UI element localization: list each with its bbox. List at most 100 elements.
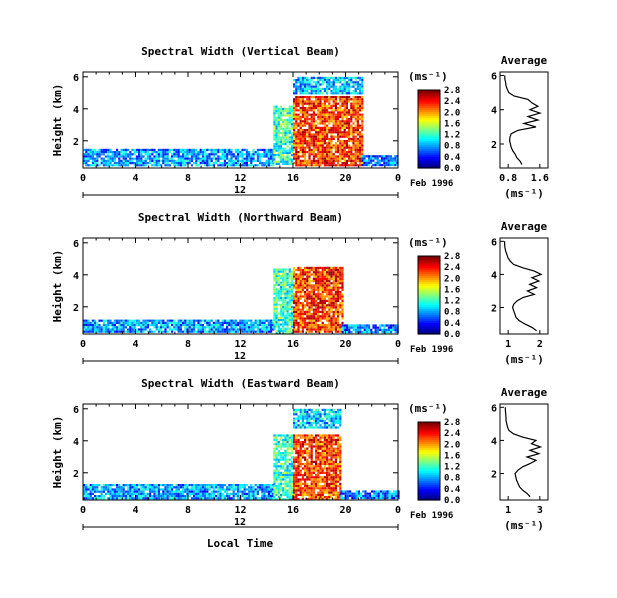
heatmap-cell bbox=[237, 321, 240, 324]
heatmap-cell bbox=[317, 282, 320, 285]
heatmap-cell bbox=[332, 491, 335, 494]
heatmap-cell bbox=[346, 331, 349, 334]
heatmap-cell bbox=[177, 159, 180, 162]
heatmap-cell bbox=[282, 434, 285, 437]
heatmap-cell bbox=[326, 120, 329, 123]
heatmap-cell bbox=[326, 306, 329, 309]
heatmap-cell bbox=[149, 157, 152, 160]
heatmap-cell bbox=[304, 474, 307, 477]
heatmap-cell bbox=[328, 282, 331, 285]
heatmap-cell bbox=[343, 142, 346, 145]
heatmap-cell bbox=[297, 480, 300, 483]
heatmap-cell bbox=[279, 445, 283, 448]
heatmap-cell bbox=[293, 269, 296, 272]
heatmap-cell bbox=[232, 155, 235, 158]
heatmap-cell bbox=[133, 492, 136, 495]
heatmap-cell bbox=[310, 79, 313, 82]
heatmap-cell bbox=[299, 456, 302, 459]
heatmap-cell bbox=[210, 157, 213, 160]
heatmap-cell bbox=[284, 288, 287, 291]
heatmap-cell bbox=[348, 126, 351, 129]
heatmap-cell bbox=[330, 293, 333, 296]
heatmap-cell bbox=[98, 164, 101, 167]
heatmap-cell bbox=[323, 133, 326, 136]
heatmap-cell bbox=[87, 488, 90, 491]
heatmap-cell bbox=[116, 164, 119, 167]
heatmap-cell bbox=[153, 164, 156, 167]
heatmap-cell bbox=[226, 153, 229, 156]
heatmap-cell bbox=[288, 469, 291, 472]
average-y-tick-label: 2 bbox=[491, 304, 497, 315]
heatmap-cell bbox=[326, 478, 329, 481]
heatmap-cell bbox=[188, 321, 191, 324]
heatmap-cell bbox=[332, 306, 335, 309]
heatmap-cell bbox=[312, 153, 315, 156]
heatmap-cell bbox=[306, 447, 309, 450]
heatmap-cell bbox=[252, 148, 255, 151]
heatmap-cell bbox=[297, 463, 300, 466]
heatmap-cell bbox=[348, 124, 351, 127]
heatmap-cell bbox=[206, 497, 209, 500]
heatmap-cell bbox=[265, 486, 268, 489]
colorbar-swatch bbox=[418, 279, 440, 282]
heatmap-cell bbox=[328, 102, 331, 105]
heatmap-cell bbox=[308, 137, 311, 140]
heatmap-cell bbox=[304, 295, 307, 298]
heatmap-cell bbox=[315, 434, 318, 437]
heatmap-cell bbox=[234, 162, 237, 165]
heatmap-cell bbox=[208, 326, 211, 329]
heatmap-cell bbox=[87, 324, 90, 327]
heatmap-cell bbox=[312, 90, 315, 93]
heatmap-cell bbox=[361, 153, 364, 156]
heatmap-cell bbox=[215, 148, 218, 151]
heatmap-cell bbox=[328, 142, 331, 145]
heatmap-cell bbox=[334, 146, 337, 149]
heatmap-cell bbox=[295, 441, 298, 444]
heatmap-cell bbox=[312, 118, 315, 121]
heatmap-cell bbox=[301, 449, 304, 452]
heatmap-cell bbox=[304, 456, 307, 459]
heatmap-cell bbox=[94, 484, 97, 487]
heatmap-cell bbox=[204, 326, 207, 329]
heatmap-cell bbox=[328, 436, 331, 439]
heatmap-cell bbox=[317, 164, 320, 167]
heatmap-cell bbox=[226, 164, 229, 167]
heatmap-cell bbox=[179, 490, 182, 493]
heatmap-cell bbox=[295, 113, 298, 116]
heatmap-cell bbox=[374, 326, 377, 329]
heatmap-cell bbox=[323, 480, 326, 483]
heatmap-cell bbox=[219, 488, 222, 491]
heatmap-cell bbox=[304, 449, 307, 452]
heatmap-cell bbox=[273, 121, 276, 124]
heatmap-cell bbox=[273, 110, 276, 113]
heatmap-cell bbox=[275, 308, 278, 311]
heatmap-cell bbox=[217, 495, 220, 498]
heatmap-cell bbox=[212, 326, 215, 329]
heatmap-cell bbox=[273, 476, 276, 479]
heatmap-cell bbox=[308, 109, 311, 112]
heatmap-cell bbox=[334, 96, 337, 99]
colorbar-swatch bbox=[418, 109, 440, 112]
heatmap-cell bbox=[363, 328, 366, 331]
heatmap-cell bbox=[297, 113, 300, 116]
heatmap-cell bbox=[348, 153, 351, 156]
heatmap-cell bbox=[96, 490, 99, 493]
heatmap-cell bbox=[245, 155, 248, 158]
heatmap-cell bbox=[321, 96, 324, 99]
heatmap-cell bbox=[284, 491, 287, 494]
heatmap-cell bbox=[359, 98, 362, 101]
heatmap-cell bbox=[310, 162, 313, 165]
heatmap-cell bbox=[328, 83, 331, 86]
heatmap-cell bbox=[295, 482, 298, 485]
colorbar-swatch bbox=[418, 291, 440, 294]
heatmap-cell bbox=[138, 157, 141, 160]
heatmap-cell bbox=[122, 490, 125, 493]
heatmap-cell bbox=[288, 476, 291, 479]
heatmap-cell bbox=[385, 331, 388, 334]
heatmap-cell bbox=[215, 151, 218, 154]
heatmap-cell bbox=[248, 326, 251, 329]
heatmap-cell bbox=[239, 484, 242, 487]
heatmap-cell bbox=[337, 140, 340, 143]
heatmap-cell bbox=[94, 319, 97, 322]
heatmap-cell bbox=[184, 162, 187, 165]
